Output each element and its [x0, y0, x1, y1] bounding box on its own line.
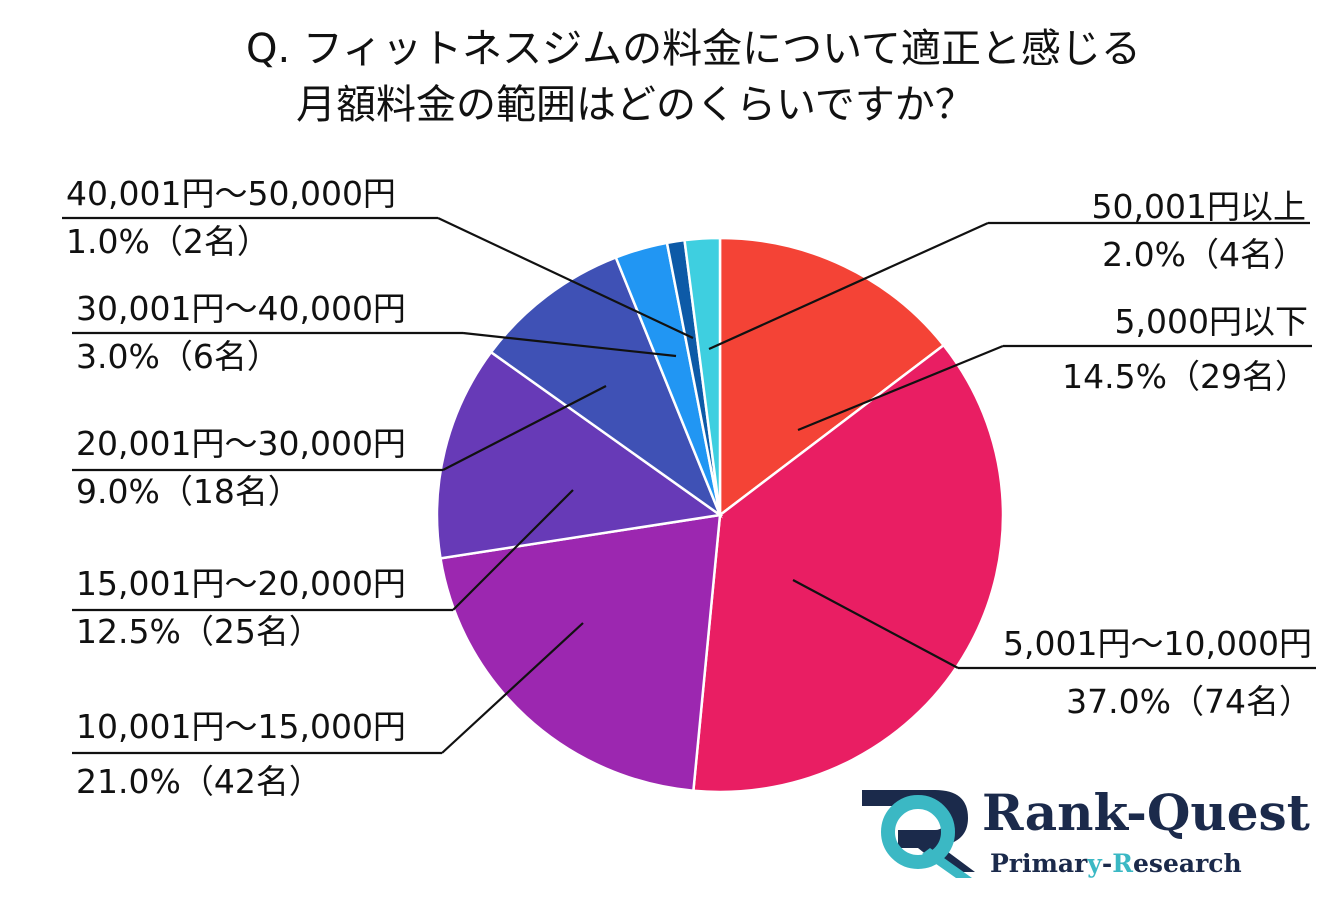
pie-slice-8 — [683, 236, 722, 516]
logo-subtitle: Primary-Research — [990, 849, 1242, 878]
slice-value-2: 37.0%（74名） — [1066, 682, 1312, 721]
slice-label-4: 15,001円～20,000円 — [76, 564, 406, 603]
slice-value-6: 3.0%（6名） — [76, 337, 280, 376]
chart-title-line1: Q. フィットネスジムの料金について適正と感じる — [246, 26, 1141, 72]
leader-line-3 — [441, 622, 584, 754]
chart-title-line2: 月額料金の範囲はどのくらいですか？ — [296, 82, 975, 128]
leader-line-5 — [442, 385, 607, 471]
pie-slice-2 — [692, 343, 1005, 794]
leader-line-7 — [437, 217, 694, 339]
rank-quest-logo: Rank-Quest Primary-Research — [862, 783, 1310, 878]
slice-label-8: 50,001円以上 — [1092, 187, 1306, 226]
slice-label-6: 30,001円～40,000円 — [76, 289, 406, 328]
leader-line-8 — [708, 221, 989, 351]
logo-name: Rank-Quest — [982, 783, 1310, 842]
leader-line-6 — [462, 331, 677, 358]
slice-label-1: 5,000円以下 — [1115, 302, 1308, 341]
slice-label-3: 10,001円～15,000円 — [76, 707, 406, 746]
logo-mark-icon — [862, 790, 975, 878]
slice-value-4: 12.5%（25名） — [76, 612, 322, 651]
leader-line-4 — [452, 489, 574, 611]
pie-slice-4 — [435, 350, 724, 560]
pie-slices — [435, 236, 1005, 794]
slice-value-3: 21.0%（42名） — [76, 762, 322, 801]
logo-q-tail — [922, 848, 972, 878]
slice-label-5: 20,001円～30,000円 — [76, 424, 406, 463]
slice-label-7: 40,001円～50,000円 — [66, 174, 396, 213]
leader-line-1 — [797, 344, 1004, 432]
leader-lines — [62, 216, 1316, 755]
slice-value-1: 14.5%（29名） — [1062, 357, 1308, 396]
logo-q-ring — [881, 795, 955, 869]
pie-slice-3 — [439, 513, 722, 793]
slice-value-5: 9.0%（18名） — [76, 472, 301, 511]
pie-slice-1 — [718, 236, 946, 518]
slice-value-7: 1.0%（2名） — [66, 222, 270, 261]
slice-value-8: 2.0%（4名） — [1102, 235, 1306, 274]
leader-line-2 — [792, 579, 959, 669]
slice-label-2: 5,001円～10,000円 — [1003, 624, 1312, 663]
slice-labels: 5,000円以下 14.5%（29名） 5,001円～10,000円 37.0%（74… — [66, 174, 1312, 801]
